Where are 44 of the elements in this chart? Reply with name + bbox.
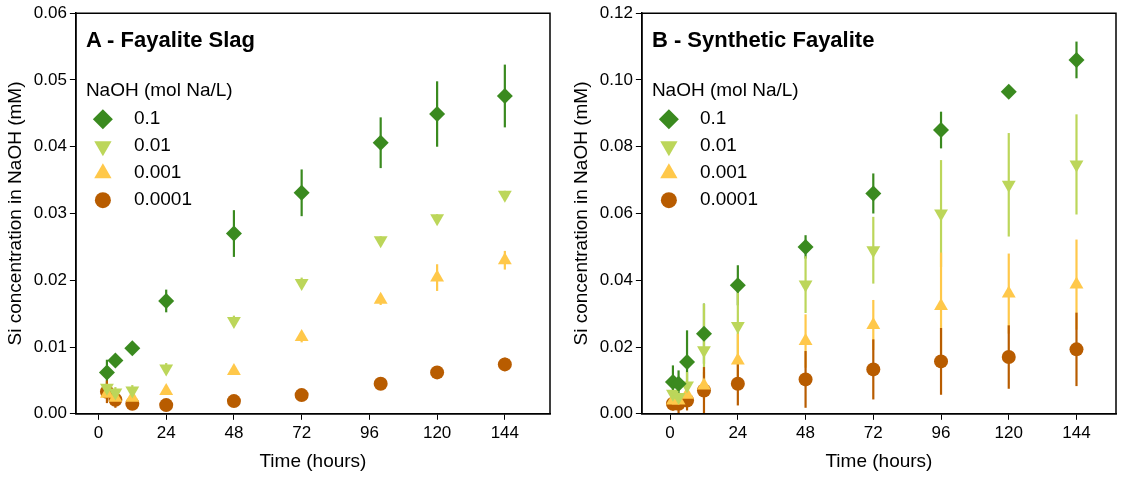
y-tick-label: 0.06 [33,2,67,22]
y-axis-title: Si concentration in NaOH (mM) [3,81,25,346]
y-tick-label: 0.06 [599,203,633,223]
y-tick-label: 0.00 [599,403,633,423]
legend-label: 0.01 [699,134,737,156]
x-tick-label: 144 [490,422,520,442]
legend-label: 0.0001 [699,188,759,210]
y-tick-label: 0.10 [599,69,633,89]
legend-label: 0.1 [699,107,727,129]
legend-label: 0.0001 [133,188,193,210]
x-tick-label: 24 [728,422,748,442]
y-tick-label: 0.08 [599,136,633,156]
y-tick-label: 0.00 [33,403,67,423]
x-axis-title: Time (hours) [825,449,933,471]
x-axis-title: Time (hours) [259,449,367,471]
legend-label: 0.001 [699,161,748,183]
x-tick-label: 24 [156,422,176,442]
y-tick-label: 0.04 [33,136,67,156]
y-tick-label: 0.05 [33,69,67,89]
legend-title: NaOH (mol Na/L) [651,79,799,101]
x-tick-label: 48 [224,422,244,442]
x-tick-label: 120 [422,422,452,442]
y-tick-label: 0.02 [33,269,67,289]
x-tick-label: 72 [863,422,883,442]
x-tick-label: 96 [931,422,951,442]
y-axis-title: Si concentration in NaOH (mM) [569,81,591,346]
y-tick-label: 0.02 [599,336,633,356]
legend-title: NaOH (mol Na/L) [85,79,233,101]
text: B - Synthetic Fayalite [651,27,875,53]
y-tick-label: 0.01 [33,336,67,356]
x-tick-label: 0 [665,422,675,442]
text: A - Fayalite Slag [85,27,256,53]
y-tick-label: 0.04 [599,269,633,289]
x-tick-label: 96 [359,422,379,442]
y-tick-label: 0.12 [599,2,633,22]
x-tick-label: 120 [994,422,1023,442]
legend-label: 0.1 [133,107,161,129]
x-tick-label: 0 [93,422,104,442]
legend-label: 0.001 [133,161,182,183]
x-tick-label: 72 [292,422,312,442]
legend-label: 0.01 [133,134,171,156]
y-tick-label: 0.03 [33,203,67,223]
x-tick-label: 48 [796,422,816,442]
x-tick-label: 144 [1062,422,1091,442]
